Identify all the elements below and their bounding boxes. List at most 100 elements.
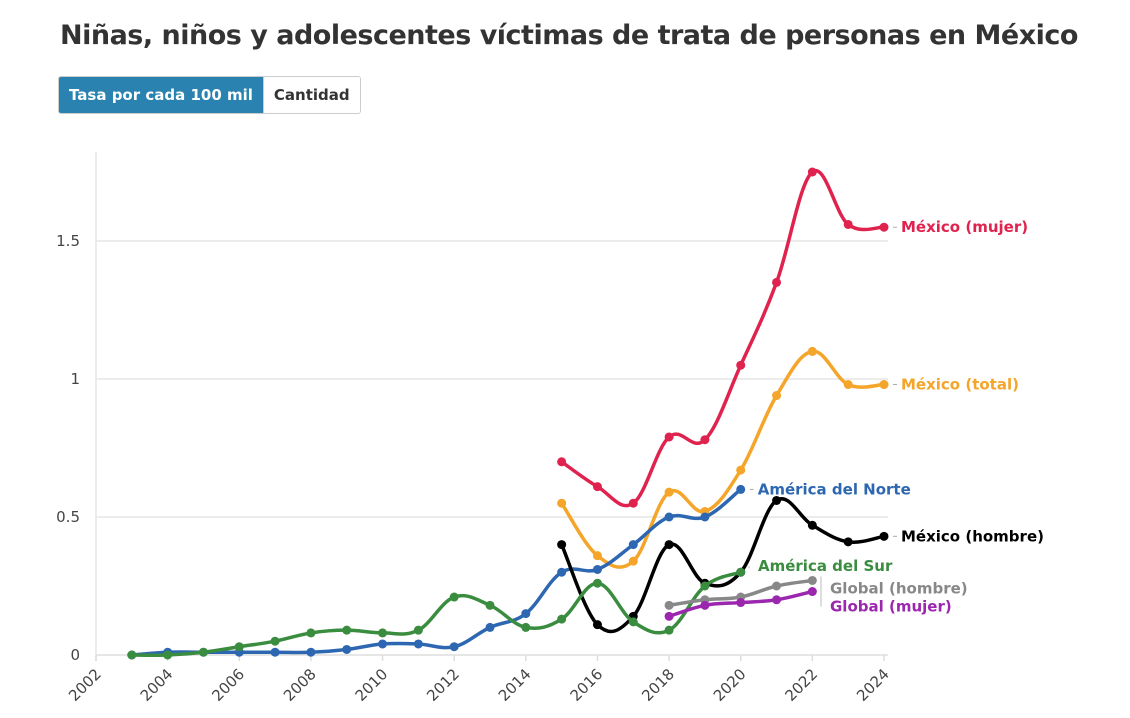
x-tick-label: 2014	[495, 665, 535, 705]
data-point	[592, 620, 602, 630]
data-point	[879, 531, 889, 541]
series-line-méxico-total	[559, 349, 886, 569]
x-tick-label: 2004	[137, 665, 177, 705]
data-point	[807, 575, 817, 585]
data-point	[772, 495, 782, 505]
x-tick-label: 2016	[567, 665, 607, 705]
data-point	[700, 435, 710, 445]
data-point	[628, 498, 638, 508]
series-label-américa-del-norte: América del Norte	[758, 480, 911, 498]
y-tick-label: 0.5	[56, 508, 80, 526]
data-point	[449, 592, 459, 602]
data-point	[557, 540, 567, 550]
data-point	[521, 622, 531, 632]
data-point	[270, 647, 280, 657]
data-point	[198, 647, 208, 657]
y-tick-label: 1	[70, 370, 80, 388]
data-point	[664, 625, 674, 635]
series-line-méxico-mujer	[559, 168, 886, 508]
data-point	[736, 567, 746, 577]
series-label-global-mujer: Global (mujer)	[830, 598, 952, 616]
series-label-méxico-mujer: México (mujer)	[901, 218, 1028, 236]
data-point	[736, 360, 746, 370]
data-point	[413, 625, 423, 635]
data-point	[628, 556, 638, 566]
series-lines	[127, 167, 889, 660]
data-point	[736, 598, 746, 608]
data-point	[628, 617, 638, 627]
data-point	[342, 644, 352, 654]
series-label-méxico-total: México (total)	[901, 376, 1019, 394]
series-labels: México (mujer) México (total) América del …	[748, 218, 1044, 616]
series-line-méxico-hombre	[559, 497, 886, 634]
data-point	[736, 484, 746, 494]
data-point	[700, 600, 710, 610]
data-point	[879, 380, 889, 390]
x-tick-label: 2020	[710, 665, 750, 705]
y-tick-label: 1.5	[56, 232, 80, 250]
metric-toggle: Tasa por cada 100 mil Cantidad	[58, 76, 361, 114]
data-point	[485, 622, 495, 632]
data-point	[270, 636, 280, 646]
data-point	[664, 600, 674, 610]
x-tick-label: 2024	[853, 665, 893, 705]
data-point	[628, 540, 638, 550]
data-point	[772, 595, 782, 605]
data-point	[664, 432, 674, 442]
gridlines	[96, 240, 888, 656]
data-point	[127, 650, 137, 660]
x-tick-label: 2012	[423, 665, 463, 705]
data-point	[772, 391, 782, 401]
data-point	[485, 600, 495, 610]
data-point	[521, 609, 531, 619]
data-point	[234, 642, 244, 652]
data-point	[592, 551, 602, 561]
data-point	[807, 346, 817, 356]
x-tick-label: 2002	[65, 665, 105, 705]
data-point	[843, 219, 853, 229]
axes: 0 0.5 1 1.5 2002 2004 2006 2008 2010 2012 2014 2016…	[56, 152, 893, 705]
data-point	[700, 512, 710, 522]
series-label-américa-del-sur: América del Sur	[758, 557, 893, 575]
data-point	[664, 487, 674, 497]
data-point	[557, 498, 567, 508]
data-point	[772, 277, 782, 287]
data-point	[378, 628, 388, 638]
data-point	[342, 625, 352, 635]
x-tick-label: 2006	[208, 665, 248, 705]
data-point	[736, 465, 746, 475]
data-point	[592, 578, 602, 588]
data-point	[557, 567, 567, 577]
series-label-méxico-hombre: México (hombre)	[901, 527, 1044, 545]
data-point	[807, 520, 817, 530]
data-point	[306, 647, 316, 657]
data-point	[557, 457, 567, 467]
x-tick-label: 2022	[781, 665, 821, 705]
data-point	[807, 587, 817, 597]
data-point	[664, 611, 674, 621]
x-tick-label: 2018	[638, 665, 678, 705]
series-label-global-hombre: Global (hombre)	[830, 579, 968, 597]
chart-title: Niñas, niños y adolescentes víctimas de …	[60, 20, 1078, 51]
data-point	[592, 564, 602, 574]
data-point	[664, 512, 674, 522]
y-tick-label: 0	[70, 646, 80, 664]
x-tick-label: 2008	[280, 665, 320, 705]
data-point	[413, 639, 423, 649]
data-point	[807, 167, 817, 177]
data-point	[449, 642, 459, 652]
data-point	[700, 581, 710, 591]
data-point	[664, 540, 674, 550]
data-point	[772, 581, 782, 591]
data-point	[378, 639, 388, 649]
data-point	[163, 650, 173, 660]
data-point	[879, 222, 889, 232]
data-point	[306, 628, 316, 638]
rate-per-100k-button[interactable]: Tasa por cada 100 mil	[59, 77, 263, 113]
data-point	[592, 482, 602, 492]
x-tick-label: 2010	[352, 665, 392, 705]
data-point	[843, 537, 853, 547]
data-point	[843, 380, 853, 390]
quantity-button[interactable]: Cantidad	[262, 77, 360, 113]
